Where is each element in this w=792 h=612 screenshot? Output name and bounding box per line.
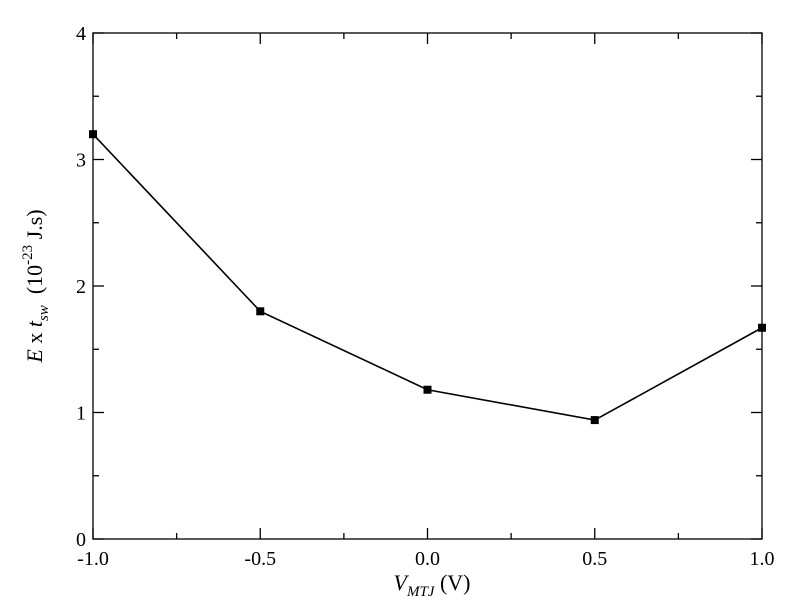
ticks bbox=[92, 32, 763, 540]
y-tick-label: 0 bbox=[76, 529, 86, 551]
tick-labels: -1.0 -0.5 0.0 0.5 1.0 0 1 2 3 4 bbox=[76, 23, 775, 570]
y-tick-label: 3 bbox=[76, 150, 86, 172]
x-tick-label: -0.5 bbox=[244, 548, 276, 570]
y-tick-label: 1 bbox=[76, 403, 86, 425]
y-tick-label: 2 bbox=[76, 276, 86, 298]
x-tick-label: 1.0 bbox=[750, 548, 775, 570]
y-axis-label: E x tsw (10-23 J.s) bbox=[20, 209, 52, 363]
x-tick-label: -1.0 bbox=[77, 548, 109, 570]
x-tick-label: 0.5 bbox=[582, 548, 607, 570]
series-line bbox=[92, 133, 763, 421]
data-point bbox=[423, 385, 432, 394]
data-point bbox=[89, 130, 97, 139]
x-tick-label: 0.0 bbox=[415, 548, 440, 570]
y-tick-label: 4 bbox=[76, 23, 86, 45]
x-axis-label: VMTJ (V) bbox=[394, 570, 471, 600]
series bbox=[89, 130, 766, 425]
data-point bbox=[590, 416, 599, 425]
plot-frame bbox=[92, 32, 763, 540]
data-point bbox=[758, 323, 766, 332]
data-point bbox=[256, 307, 265, 316]
